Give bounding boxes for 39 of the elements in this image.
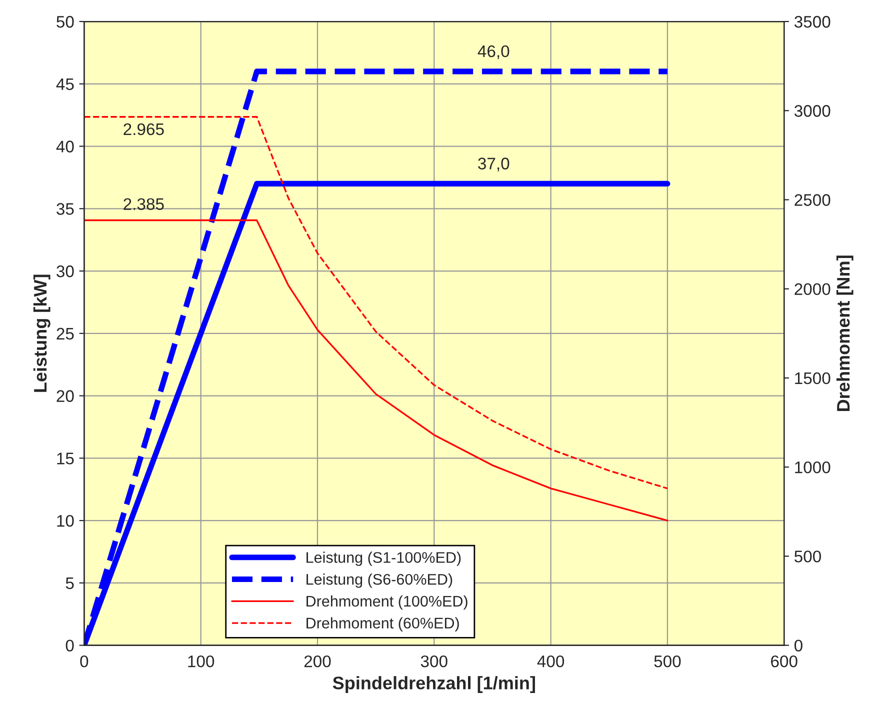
y-tick-label: 35 [56, 203, 74, 215]
y-tick-label: 30 [56, 265, 74, 278]
legend-label: Leistung (S6-60%ED) [306, 574, 452, 588]
y-tick-label: 45 [56, 78, 74, 90]
x-tick-label: 500 [654, 655, 681, 668]
y-tick-label: 0 [66, 640, 74, 652]
y-tick-label: 20 [56, 390, 74, 402]
y-tick-label: 25 [56, 328, 74, 340]
annotation: 37,0 [478, 158, 510, 172]
legend-label: Leistung (S1-100%ED) [306, 552, 461, 566]
x-tick-label: 600 [771, 655, 798, 668]
y-tick-label: 15 [57, 452, 74, 464]
y2-tick-label: 2500 [794, 194, 830, 206]
y2-tick-label: 500 [794, 550, 821, 562]
y-tick-label: 5 [66, 577, 74, 590]
y2-tick-label: 3000 [794, 105, 830, 117]
x-tick-label: 100 [188, 655, 214, 668]
line-series [84, 116, 668, 490]
y2-tick-label: 3500 [794, 16, 830, 28]
legend-label: Drehmoment (100%ED) [306, 595, 468, 610]
x-tick-label: 200 [304, 655, 331, 668]
y2-tick-label: 1000 [795, 461, 830, 474]
annotation: 46,0 [478, 45, 510, 60]
y-tick-label: 50 [56, 16, 74, 28]
y-tick-label: 40 [56, 140, 74, 152]
x-tick-label: 400 [537, 655, 564, 668]
legend-label: Drehmoment (60%ED) [306, 617, 459, 632]
x-tick-label: 0 [80, 655, 88, 668]
y-axis-title: Leistung [kW] [33, 274, 50, 392]
annotation: 2.965 [124, 123, 164, 136]
y2-tick-label: 0 [794, 640, 802, 652]
y2-tick-label: 1500 [795, 372, 830, 384]
line-series [84, 219, 668, 522]
x-axis-title: Spindeldrehzahl [1/min] [332, 676, 535, 693]
x-tick-label: 300 [420, 655, 448, 668]
y2-tick-label: 2000 [794, 283, 830, 296]
y2-axis-title: Drehmoment [Nm] [836, 256, 854, 411]
y-tick-label: 10 [57, 514, 74, 527]
annotation: 2.385 [124, 198, 164, 210]
